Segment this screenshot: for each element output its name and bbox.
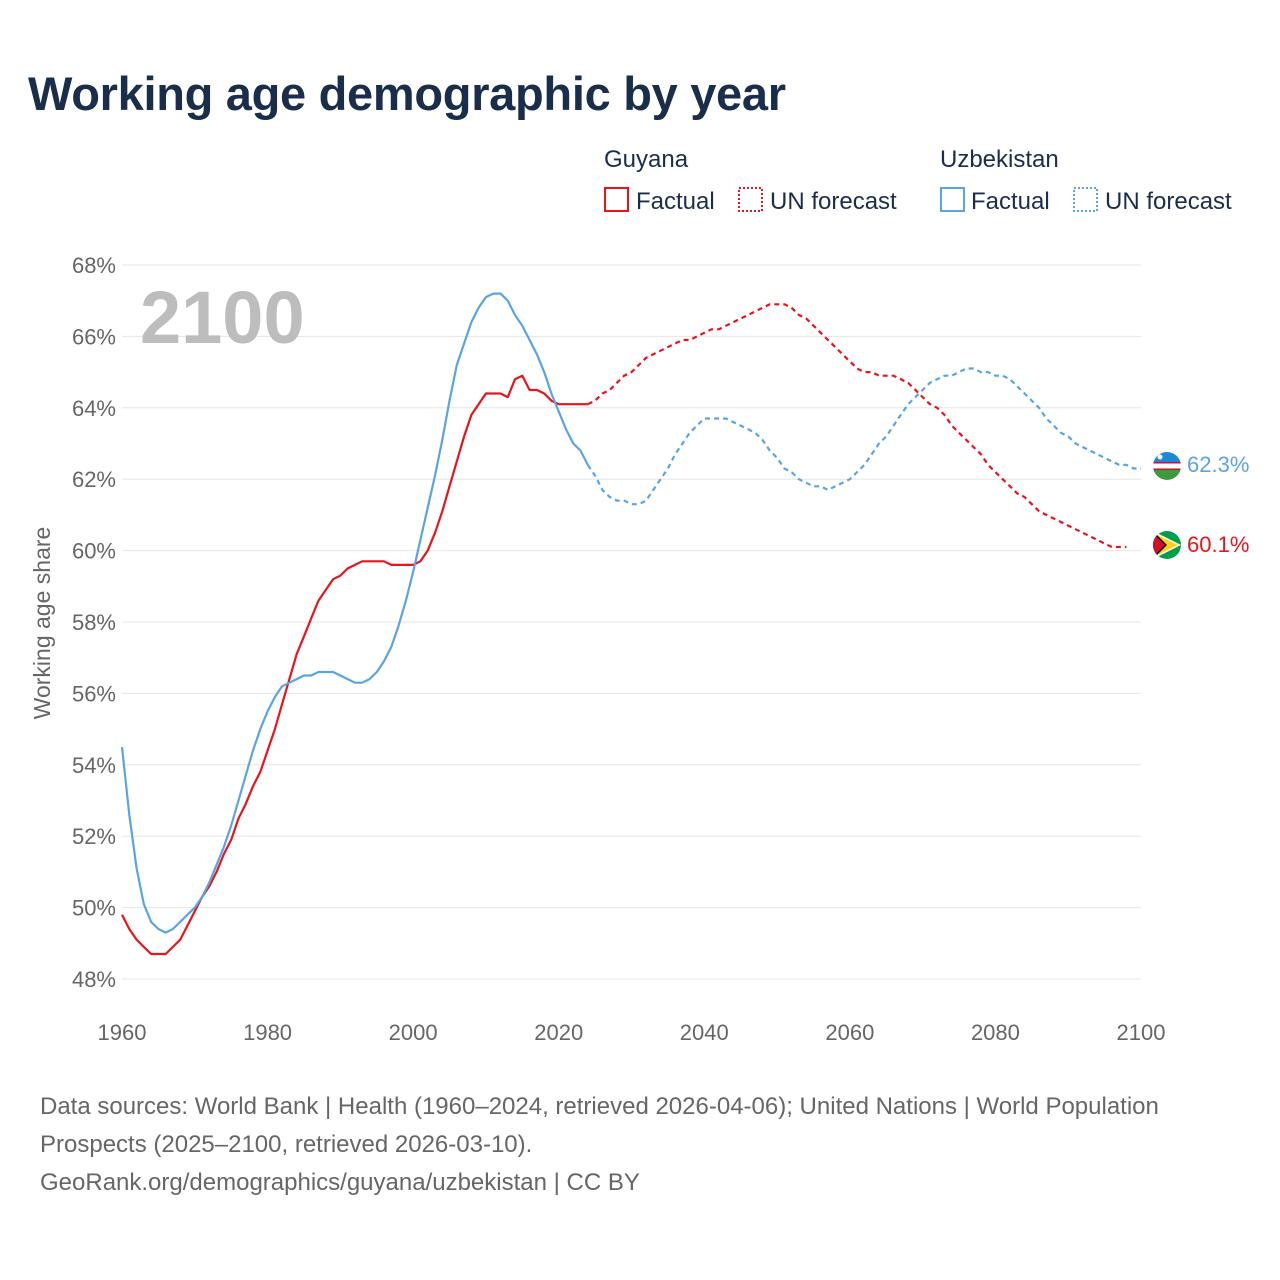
y-axis-label: Working age share [29,527,55,720]
legend-uzbekistan-forecast-swatch [1073,187,1098,212]
x-tick-label: 2100 [1117,1020,1166,1045]
chart-title: Working age demographic by year [28,67,786,120]
x-tick-label: 2080 [971,1020,1020,1045]
series-lines [120,292,1141,956]
uzbekistan-end-label: 62.3% [1187,452,1249,477]
y-tick-label: 54% [72,753,116,778]
legend-guyana-forecast-swatch [738,187,763,212]
x-tick-label: 1960 [98,1020,147,1045]
x-axis-ticks: 1960 1980 2000 2020 2040 2060 2080 2100 [98,1020,1166,1045]
legend-uzbekistan-factual-swatch [940,187,965,212]
y-tick-label: 60% [72,539,116,564]
x-tick-label: 1980 [243,1020,292,1045]
uzbekistan-flag-icon [1153,452,1181,480]
y-tick-label: 58% [72,610,116,635]
legend-group-guyana-title: Guyana [604,146,689,173]
y-tick-label: 66% [72,324,116,349]
uzbekistan-factual-line [120,292,589,934]
x-tick-label: 2000 [389,1020,438,1045]
legend-group-uzbekistan-title: Uzbekistan [940,146,1059,173]
y-tick-label: 50% [72,896,116,921]
gridlines [122,264,1141,980]
legend-uzbekistan-factual-label: Factual [971,188,1050,215]
legend-guyana-factual-label: Factual [636,188,715,215]
uzbekistan-forecast-line [586,367,1141,506]
guyana-end-label: 60.1% [1187,532,1249,557]
y-tick-label: 48% [72,967,116,992]
y-tick-label: 56% [72,681,116,706]
y-axis-ticks: 48% 50% 52% 54% 56% 58% 60% 62% 64% 66% 68% [72,253,116,992]
guyana-factual-line [121,374,588,956]
legend-uzbekistan-forecast-label: UN forecast [1105,188,1232,215]
legend: Guyana Factual UN forecast Uzbekistan Fa… [604,146,1232,215]
data-sources-text: Data sources: World Bank | Health (1960–… [40,1093,1159,1158]
x-tick-label: 2020 [534,1020,583,1045]
y-tick-label: 62% [72,467,116,492]
x-tick-label: 2040 [680,1020,729,1045]
line-chart: Guyana Factual UN forecast Uzbekistan Fa… [29,146,1249,1045]
legend-guyana-factual-swatch [604,187,629,212]
y-tick-label: 64% [72,396,116,421]
year-overlay: 2100 [140,276,305,359]
x-tick-label: 2060 [825,1020,874,1045]
legend-guyana-forecast-label: UN forecast [770,188,897,215]
guyana-flag-icon [1153,531,1181,559]
guyana-forecast-line [587,303,1127,549]
y-tick-label: 68% [72,253,116,278]
footer: Data sources: World Bank | Health (1960–… [40,1088,1220,1202]
y-tick-label: 52% [72,824,116,849]
attribution-link[interactable]: GeoRank.org/demographics/guyana/uzbekist… [40,1169,640,1196]
